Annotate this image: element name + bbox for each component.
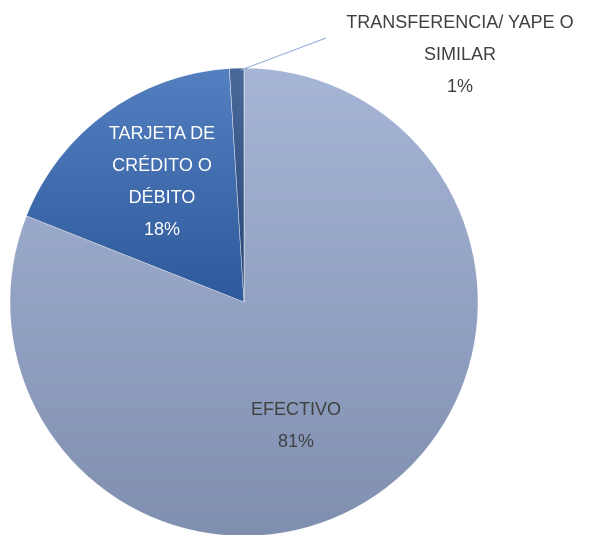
value-label: 1%	[446, 76, 473, 96]
category-label: TRANSFERENCIA/ YAPE O SIMILAR	[346, 12, 574, 64]
value-label: 81%	[277, 431, 315, 451]
value-label: 18%	[143, 219, 181, 239]
slice-label: TARJETA DE CRÉDITO O DÉBITO 18%	[87, 117, 237, 245]
slice-label: EFECTIVO 81%	[196, 393, 396, 457]
slice-label: TRANSFERENCIA/ YAPE O SIMILAR 1%	[315, 6, 602, 102]
slice-shade	[229, 68, 244, 302]
category-label: EFECTIVO	[250, 399, 341, 419]
leader-line	[240, 37, 327, 71]
category-label: TARJETA DE CRÉDITO O DÉBITO	[108, 123, 216, 207]
slice-shade	[26, 68, 245, 302]
